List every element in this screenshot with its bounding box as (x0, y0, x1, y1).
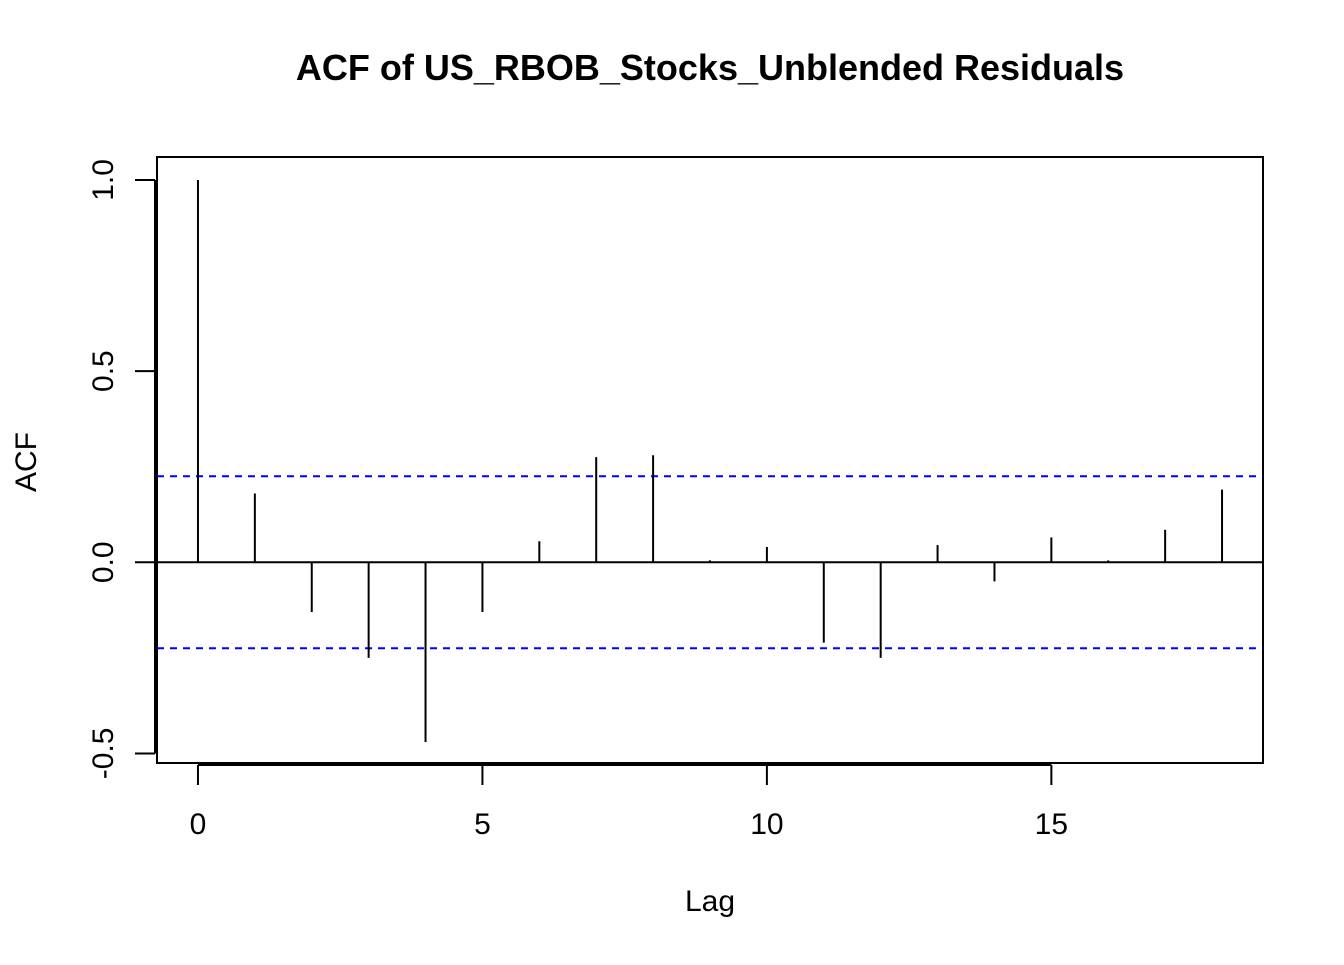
plot-frame (156, 156, 1264, 764)
y-tick-label: 0.5 (87, 350, 120, 392)
x-tick-label: 15 (1035, 808, 1068, 841)
chart-title: ACF of US_RBOB_Stocks_Unblended Residual… (296, 47, 1124, 88)
y-tick-label: -0.5 (87, 728, 120, 780)
x-tick-label: 0 (190, 808, 207, 841)
y-axis-label: ACF (10, 432, 43, 492)
x-tick-label: 5 (474, 808, 491, 841)
plot-area: 0 5 10 15 -0.5 0.0 0.5 1.0 (87, 156, 1264, 841)
y-tick-label: 1.0 (87, 159, 120, 201)
x-tick-label: 10 (750, 808, 783, 841)
y-tick-label: 0.0 (87, 541, 120, 583)
x-axis-label: Lag (685, 885, 735, 918)
